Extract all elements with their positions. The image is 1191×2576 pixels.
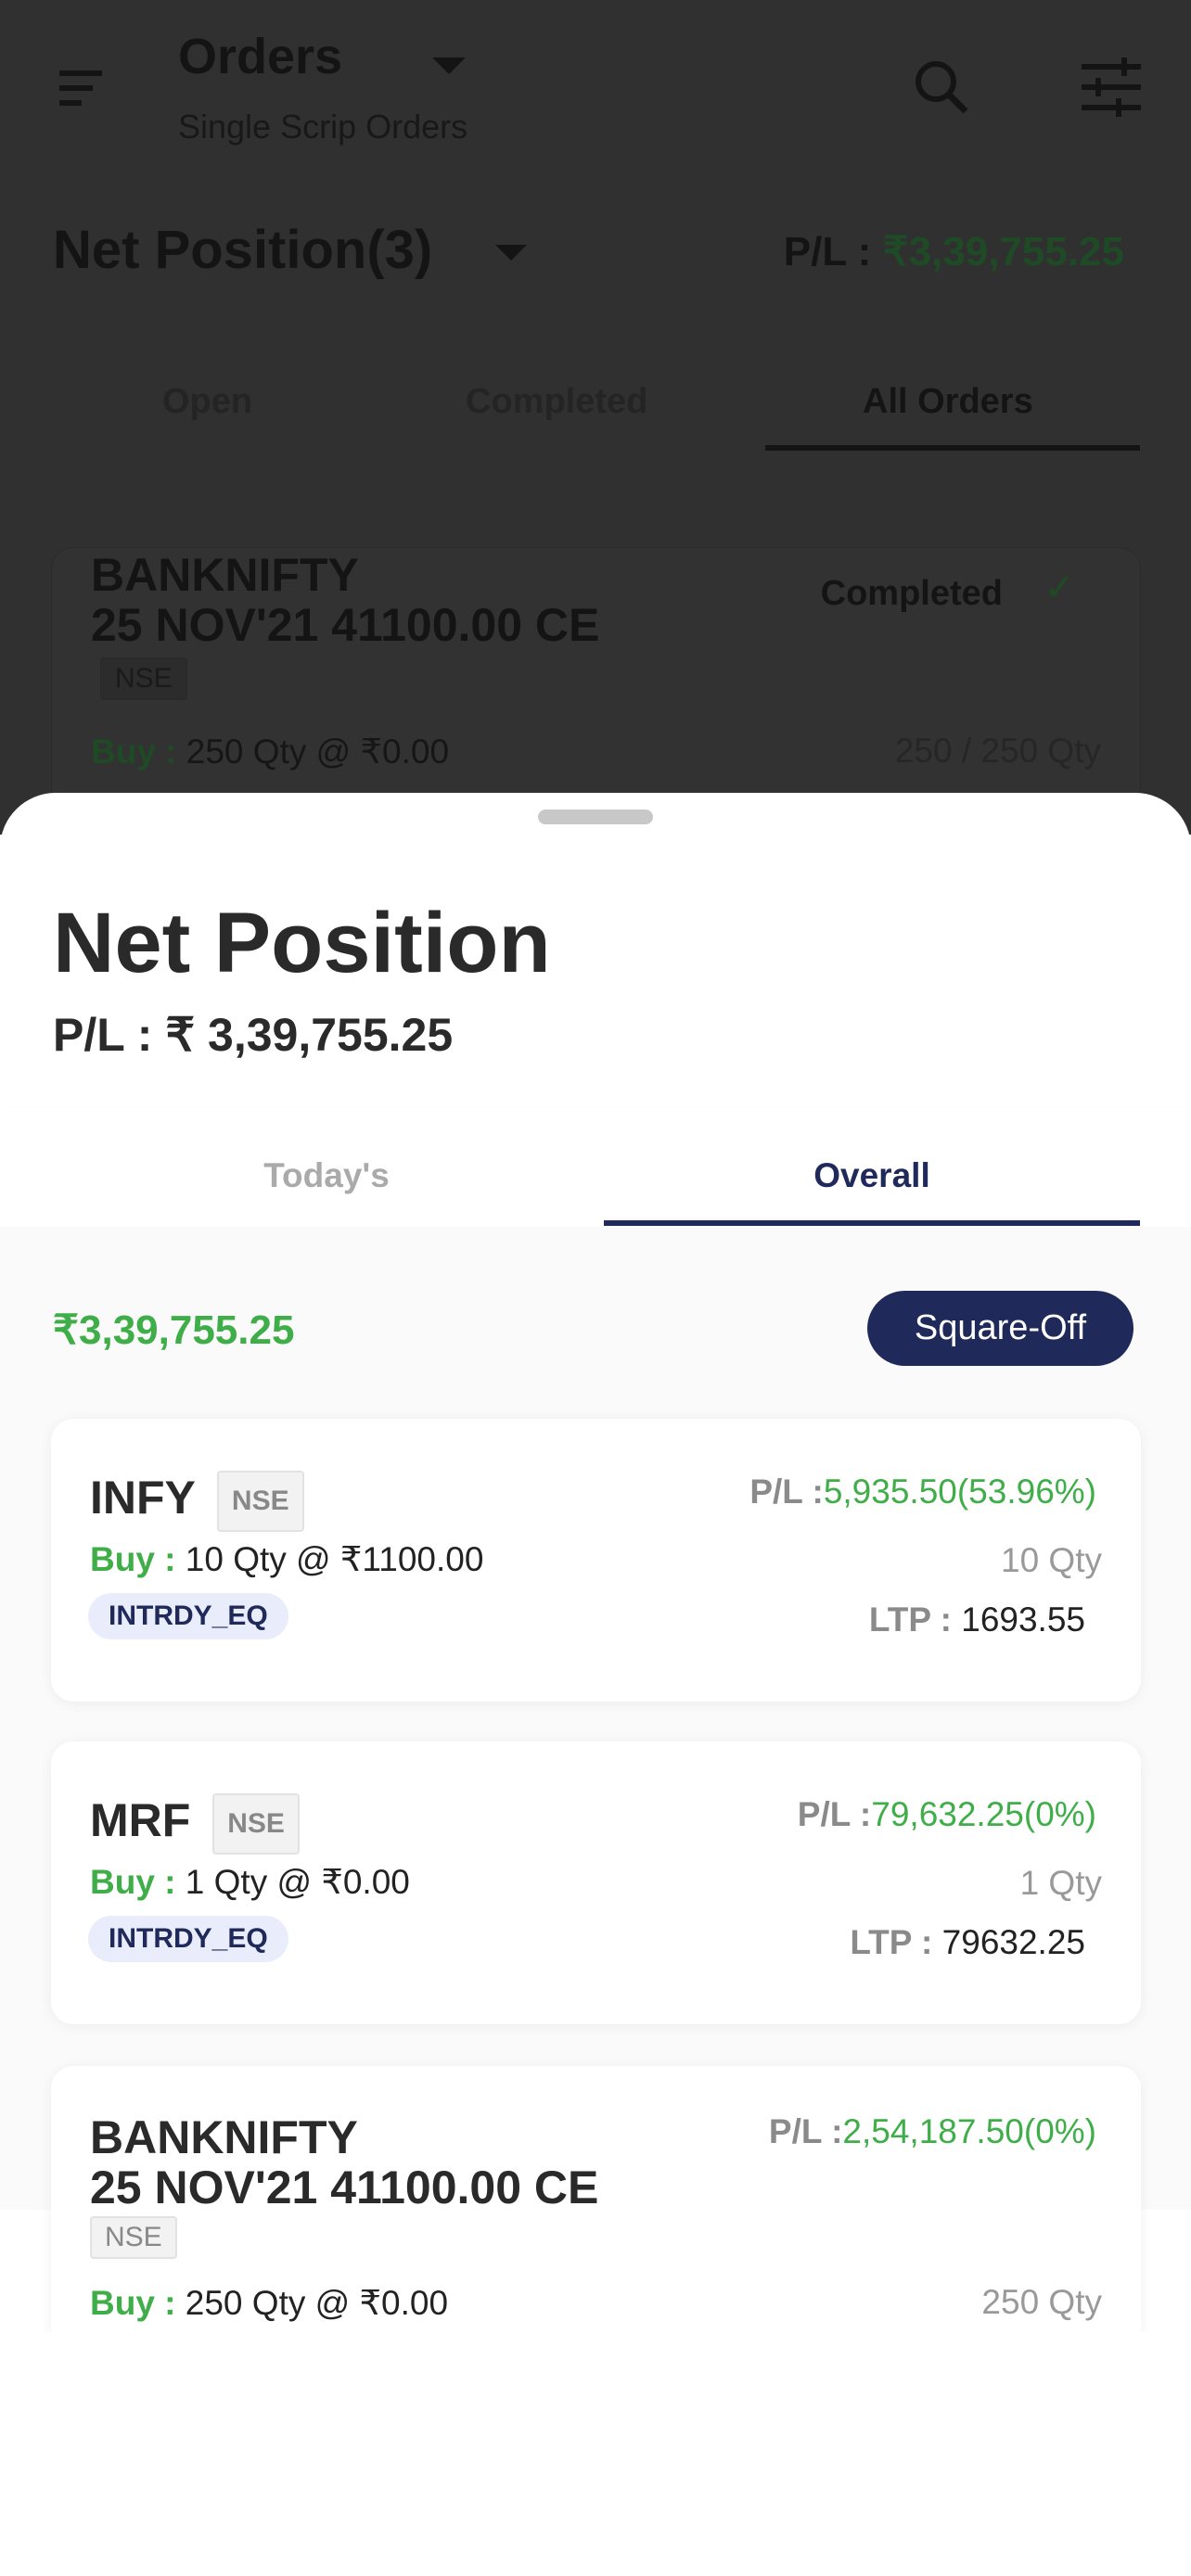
sheet-title: Net Position <box>53 896 551 990</box>
position-qty: 1 Qty <box>1019 1864 1102 1902</box>
position-pl: P/L :79,632.25(0%) <box>797 1795 1096 1833</box>
position-qty: 250 Qty <box>981 2283 1102 2321</box>
position-detail: Buy : 250 Qty @ ₹0.00 <box>90 2284 449 2322</box>
exchange-badge: NSE <box>216 1471 304 1532</box>
net-position-title[interactable]: Net Position(3) <box>53 220 433 280</box>
tab-all-orders[interactable]: All Orders <box>863 382 1033 421</box>
position-ltp: LTP : 1693.55 <box>868 1600 1085 1639</box>
exchange-badge: NSE <box>90 2216 177 2259</box>
position-qty: 10 Qty <box>1001 1541 1102 1579</box>
search-icon[interactable] <box>912 57 971 117</box>
square-off-button[interactable]: Square-Off <box>867 1291 1133 1366</box>
product-badge: INTRDY_EQ <box>88 1593 288 1639</box>
positions-list: ₹3,39,755.25 Square-Off INFY NSE P/L :5,… <box>0 1227 1191 2349</box>
filter-sliders-icon[interactable] <box>1082 57 1141 117</box>
sheet-tabs: Today's Overall <box>0 1108 1191 1227</box>
sheet-pl: P/L : ₹ 3,39,755.25 <box>53 1009 454 1061</box>
position-card[interactable]: MRF NSE P/L :79,632.25(0%) Buy : 1 Qty @… <box>51 1741 1141 2024</box>
drag-handle[interactable] <box>538 810 653 824</box>
exchange-badge: NSE <box>100 657 187 700</box>
page-title[interactable]: Orders <box>178 29 343 84</box>
order-detail: Buy : 250 Qty @ ₹0.00 <box>91 733 450 771</box>
tab-completed[interactable]: Completed <box>466 382 648 421</box>
position-symbol: BANKNIFTY 25 NOV'21 41100.00 CE <box>90 2111 599 2213</box>
tab-underline <box>765 445 1140 451</box>
dropdown-icon[interactable] <box>495 245 527 261</box>
bottom-area <box>0 2332 1191 2576</box>
order-card[interactable]: BANKNIFTY 25 NOV'21 41100.00 CE NSE Compl… <box>51 547 1141 825</box>
position-detail: Buy : 10 Qty @ ₹1100.00 <box>90 1540 484 1578</box>
tab-open[interactable]: Open <box>162 382 253 421</box>
product-badge: INTRDY_EQ <box>88 1916 288 1962</box>
order-filled: 250 / 250 Qty <box>894 732 1101 770</box>
order-symbol: BANKNIFTY 25 NOV'21 41100.00 CE <box>91 549 600 651</box>
position-card[interactable]: INFY NSE P/L :5,935.50(53.96%) Buy : 10 … <box>51 1419 1141 1702</box>
total-pl: ₹3,39,755.25 <box>53 1307 295 1353</box>
net-position-sheet: Net Position P/L : ₹ 3,39,755.25 Today's… <box>0 793 1191 2576</box>
orders-screen: Orders Single Scrip Orders Net Position(… <box>0 0 1191 835</box>
dropdown-icon[interactable] <box>432 57 466 74</box>
check-icon: ✓ <box>1044 567 1075 608</box>
page-subtitle: Single Scrip Orders <box>178 108 468 146</box>
tab-todays[interactable]: Today's <box>263 1156 390 1194</box>
summary-pl: P/L : ₹3,39,755.25 <box>783 229 1124 274</box>
position-detail: Buy : 1 Qty @ ₹0.00 <box>90 1863 410 1901</box>
position-pl: P/L :5,935.50(53.96%) <box>749 1473 1096 1511</box>
tab-overall[interactable]: Overall <box>813 1156 930 1194</box>
position-symbol: INFY NSE <box>90 1471 304 1532</box>
position-ltp: LTP : 79632.25 <box>850 1923 1085 1961</box>
position-symbol: MRF NSE <box>90 1793 300 1855</box>
menu-icon[interactable] <box>59 70 102 108</box>
tab-underline <box>604 1220 1140 1226</box>
position-pl: P/L :2,54,187.50(0%) <box>768 2112 1096 2150</box>
exchange-badge: NSE <box>212 1793 300 1855</box>
order-status: Completed <box>820 574 1003 613</box>
position-card[interactable]: BANKNIFTY 25 NOV'21 41100.00 CE NSE P/L :… <box>51 2066 1141 2349</box>
